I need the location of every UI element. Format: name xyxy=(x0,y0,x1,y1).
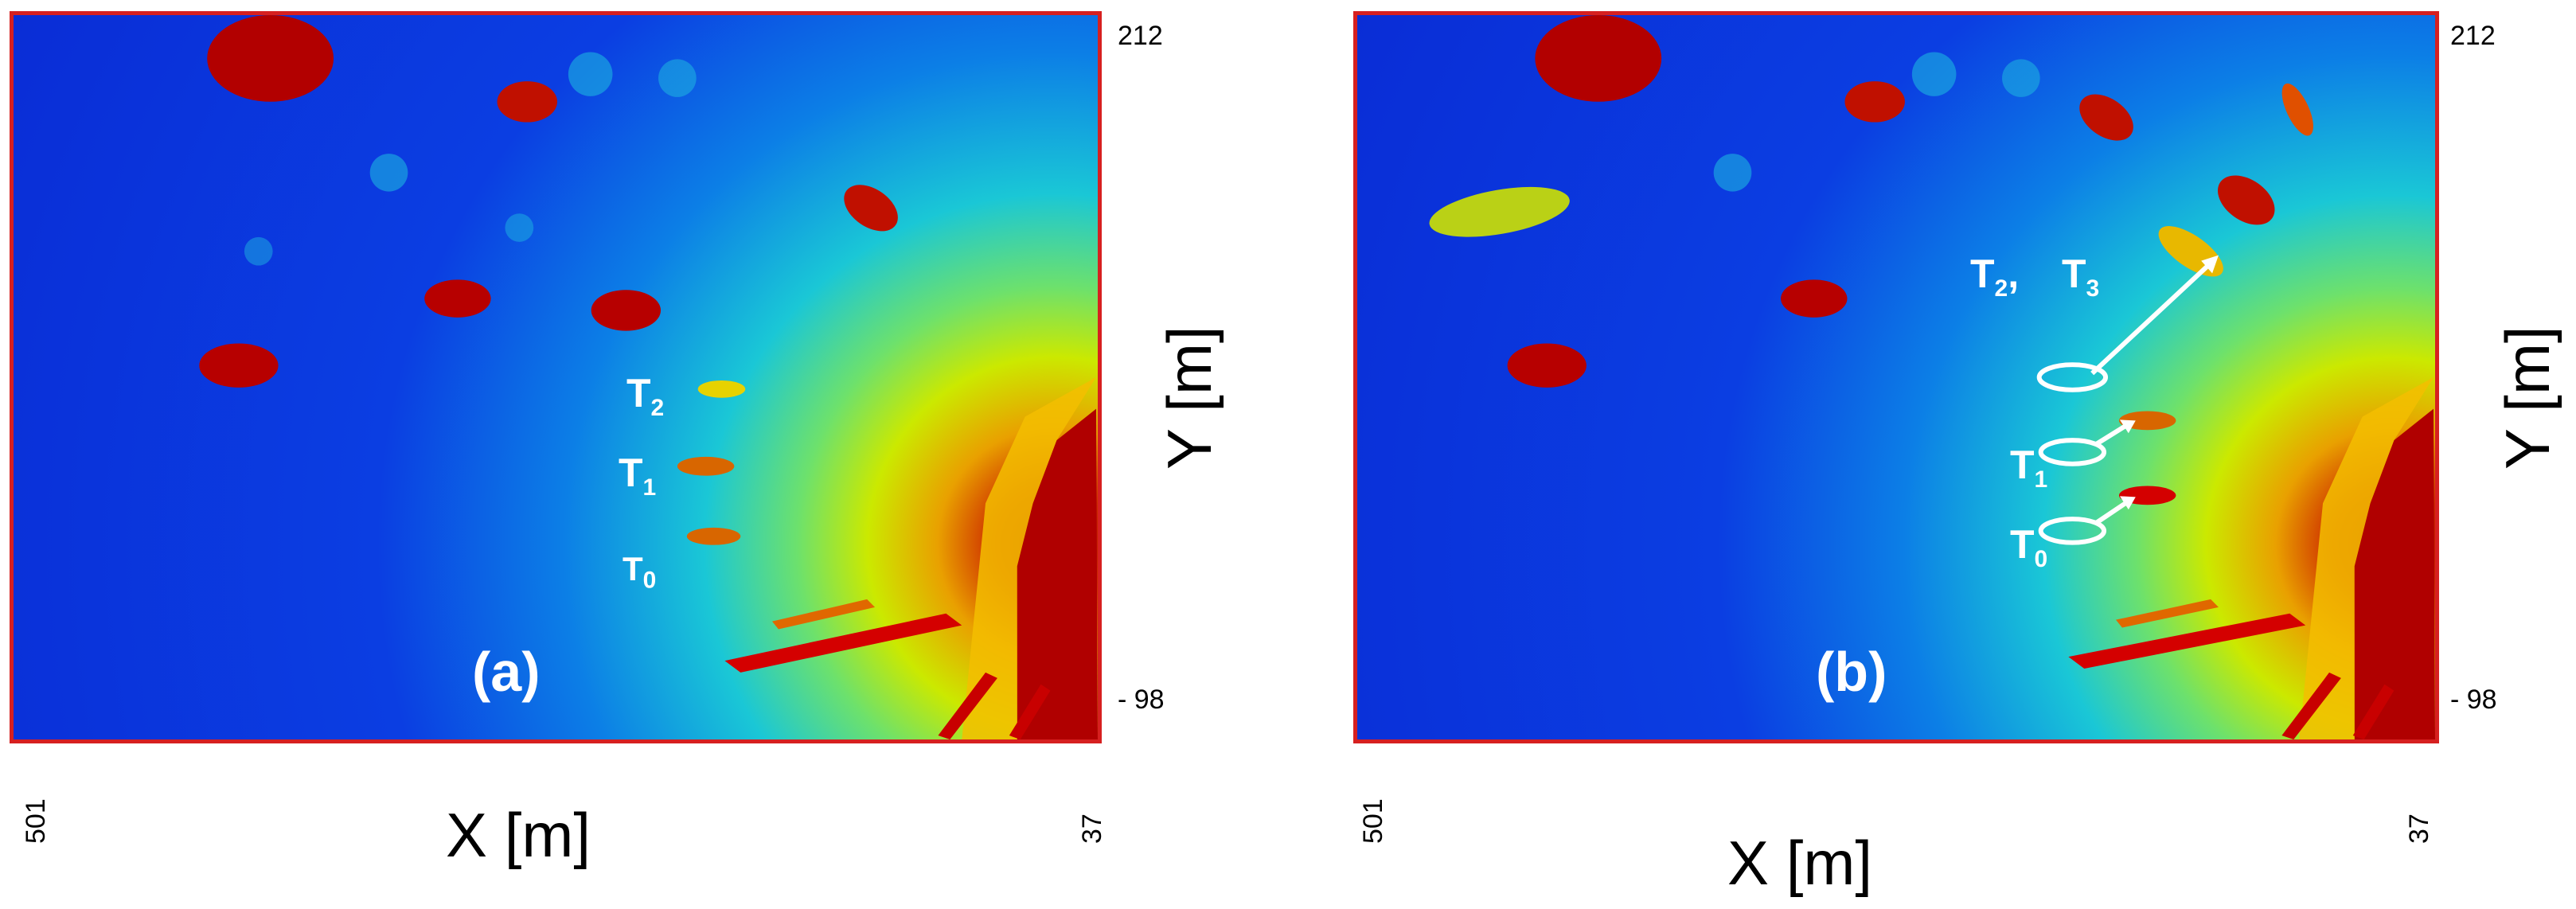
x-tick-left-a: 501 xyxy=(21,798,51,844)
arrow-line-b-1 xyxy=(2090,261,2213,376)
blob-b-7 xyxy=(1507,343,1587,388)
blob-b-11 xyxy=(1429,186,1570,237)
panel-a-label: (a) xyxy=(472,641,541,703)
x-tick-right-a: 37 xyxy=(1077,813,1107,844)
heatmap-panel-b-image xyxy=(1429,15,2435,739)
target-label-a-t0: T0 xyxy=(623,550,657,594)
target-label-a-t2: T2 xyxy=(626,371,665,421)
heatmap-panel-a: (a) T2 T1 T0 xyxy=(10,11,1102,743)
streak-b-1 xyxy=(2068,613,2306,669)
annotation-ellipse-b-3 xyxy=(2038,517,2107,545)
speckle-a-5 xyxy=(505,213,534,242)
streak-a-4 xyxy=(1009,684,1051,739)
arrow-head-b-2 xyxy=(2119,419,2136,434)
speckle-b-2 xyxy=(2002,59,2040,97)
streak-a-2 xyxy=(772,599,876,630)
blob-b-1 xyxy=(1535,15,1662,102)
blob-a-7 xyxy=(697,380,746,398)
target-label-b-t1: T1 xyxy=(2010,443,2048,493)
panel-b-label: (b) xyxy=(1816,641,1887,703)
blob-a-8 xyxy=(677,456,735,476)
arrow-line-b-2 xyxy=(2094,422,2129,447)
y-tick-top-b: 212 xyxy=(2450,21,2496,51)
edge-a-1 xyxy=(1017,408,1098,739)
y-axis-label-b: Y [m] xyxy=(2492,326,2562,470)
speckle-b-1 xyxy=(1911,52,1957,96)
y-tick-bottom-a: - 98 xyxy=(1118,685,1165,715)
speckle-a-4 xyxy=(244,236,273,266)
blob-b-2 xyxy=(1844,81,1905,123)
streak-b-2 xyxy=(2115,599,2219,628)
blob-a-5 xyxy=(591,290,662,331)
edge-b-1 xyxy=(2354,408,2435,739)
y-tick-top-a: 212 xyxy=(1118,21,1163,51)
y-tick-bottom-b: - 98 xyxy=(2450,685,2497,715)
blob-a-1 xyxy=(207,15,334,102)
streak-a-3 xyxy=(938,672,997,739)
heatmap-panel-a-image xyxy=(199,15,1098,739)
y-axis-label-a: Y [m] xyxy=(1154,326,1224,470)
streak-b-4 xyxy=(2352,684,2395,739)
x-axis-label-a: X [m] xyxy=(446,800,591,870)
arrow-head-b-1 xyxy=(2201,255,2219,274)
x-axis-label-b: X [m] xyxy=(1727,828,1873,898)
blob-b-9 xyxy=(2118,411,2176,431)
heatmap-panel-b: (b) T2, T3 T1 T0 xyxy=(1353,11,2439,743)
speckle-a-2 xyxy=(658,59,697,97)
arrow-head-b-3 xyxy=(2119,496,2136,510)
speckle-a-1 xyxy=(568,52,613,96)
edge-a-2 xyxy=(962,377,1097,739)
speckle-b-3 xyxy=(1713,154,1752,192)
annotation-ellipse-b-2 xyxy=(2038,438,2107,466)
blob-b-6 xyxy=(1781,279,1848,318)
blob-a-2 xyxy=(497,81,557,123)
blob-b-3 xyxy=(2079,94,2133,141)
blob-a-3 xyxy=(844,185,898,232)
x-tick-left-b: 501 xyxy=(1358,798,1388,844)
target-label-a-t1: T1 xyxy=(619,451,657,501)
target-label-b-t2-t3: T2, T3 xyxy=(1970,252,2100,302)
arrow-line-b-3 xyxy=(2094,499,2129,525)
blob-b-4 xyxy=(2218,175,2275,225)
blob-a-4 xyxy=(424,279,491,318)
target-label-b-t0: T0 xyxy=(2010,522,2048,572)
blob-a-9 xyxy=(686,527,741,545)
speckle-a-3 xyxy=(369,154,408,192)
streak-a-1 xyxy=(724,613,962,673)
edge-b-2 xyxy=(2299,377,2434,739)
streak-b-3 xyxy=(2281,672,2341,739)
x-tick-right-b: 37 xyxy=(2404,813,2434,844)
annotation-ellipse-b-1 xyxy=(2036,362,2109,392)
blob-b-8 xyxy=(2281,83,2313,136)
blob-a-6 xyxy=(199,343,279,388)
